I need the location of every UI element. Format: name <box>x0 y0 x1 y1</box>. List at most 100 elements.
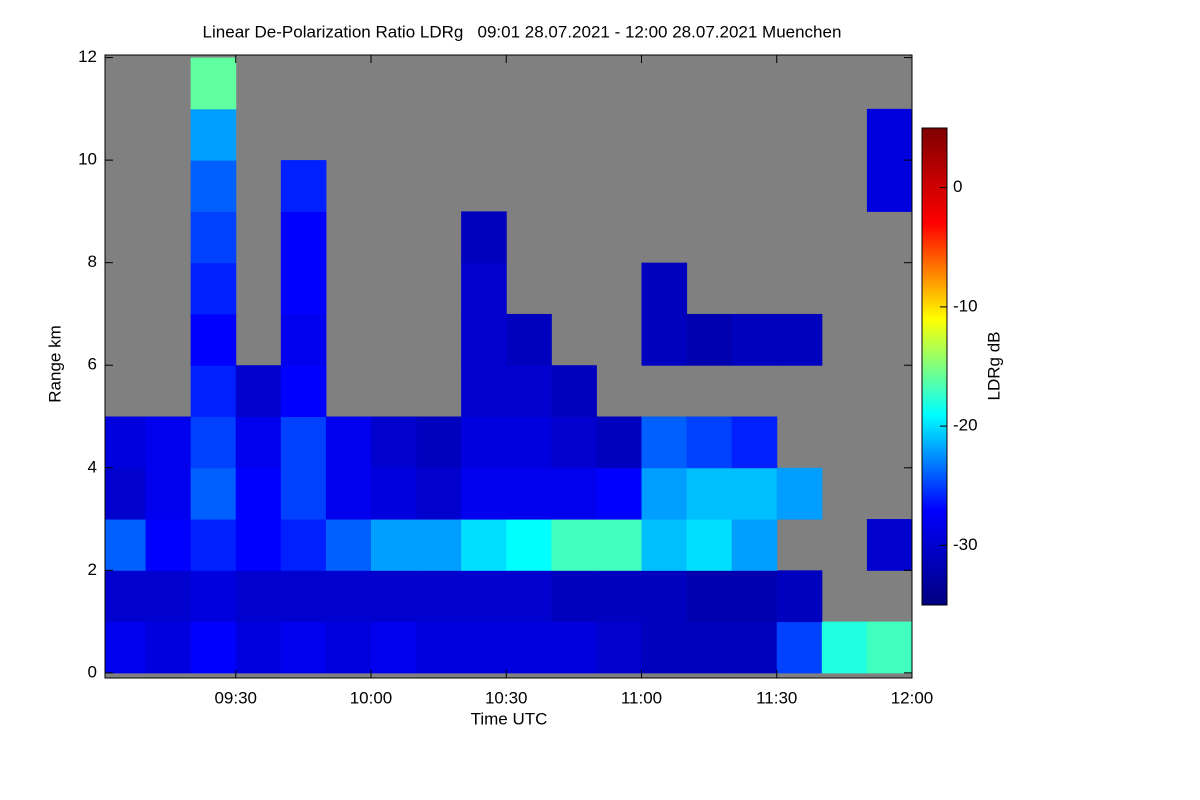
y-tick-label: 6 <box>88 355 97 374</box>
heat-cell <box>325 519 372 571</box>
heat-cell <box>105 570 147 623</box>
heat-cell <box>596 467 642 520</box>
heat-cell <box>416 416 462 469</box>
heat-cell <box>416 570 462 623</box>
heat-cell <box>325 416 372 469</box>
heat-cell <box>235 519 282 571</box>
heat-cell <box>686 313 733 366</box>
plot-frame <box>104 54 913 679</box>
heat-cell <box>325 467 372 520</box>
heat-cell <box>686 416 733 469</box>
y-tick-label: 2 <box>88 560 97 579</box>
y-tick-label: 4 <box>88 457 97 476</box>
heat-cell <box>776 467 823 520</box>
x-tick-label: 12:00 <box>891 688 934 707</box>
heat-cell <box>641 621 688 674</box>
heat-cell <box>641 416 688 469</box>
heat-cell <box>416 467 462 520</box>
x-tick-label: 11:00 <box>621 688 662 707</box>
heat-cell <box>280 519 327 571</box>
heat-cell <box>190 467 237 520</box>
heat-cell <box>325 621 372 674</box>
heat-cell <box>235 570 282 623</box>
heat-cell <box>641 262 688 315</box>
y-tick-label: 8 <box>88 252 97 271</box>
heat-cell <box>190 365 237 417</box>
heat-cell <box>145 570 192 623</box>
heat-cell <box>551 621 597 674</box>
heat-cell <box>821 621 868 674</box>
heat-cell <box>506 365 552 417</box>
y-axis-label: Range km <box>45 325 64 402</box>
heat-cell <box>145 519 192 571</box>
heat-cell <box>190 108 237 161</box>
colorbar-tick-label: -30 <box>953 535 978 554</box>
heat-cell <box>686 570 733 623</box>
heat-cell <box>551 416 597 469</box>
x-tick-label: 09:30 <box>214 688 257 707</box>
heat-cell <box>461 365 507 417</box>
y-tick-label: 10 <box>78 150 97 169</box>
heat-cell <box>280 313 327 366</box>
heat-cell <box>551 570 597 623</box>
heat-cell <box>506 621 552 674</box>
heat-cell <box>461 313 507 366</box>
heat-cell <box>235 621 282 674</box>
heat-cell <box>105 519 147 571</box>
colorbar <box>921 127 948 606</box>
heat-cell <box>506 570 552 623</box>
heat-cell <box>235 365 282 417</box>
x-axis-label: Time UTC <box>471 709 548 728</box>
heat-cell <box>641 467 688 520</box>
colorbar-tick-label: -20 <box>953 416 978 435</box>
heat-cell <box>461 467 507 520</box>
heat-cell <box>686 621 733 674</box>
y-tick-label: 12 <box>78 47 97 66</box>
y-tick-label: 0 <box>88 662 97 681</box>
heat-cell <box>235 467 282 520</box>
heat-cell <box>641 570 688 623</box>
heat-cell <box>280 211 327 264</box>
heat-cell <box>190 519 237 571</box>
heat-cell <box>506 519 552 571</box>
heat-cell <box>416 621 462 674</box>
heat-cell <box>461 416 507 469</box>
heat-cell <box>776 621 823 674</box>
heat-cell <box>596 570 642 623</box>
heat-cell <box>190 211 237 264</box>
heat-cell <box>190 57 237 110</box>
heat-cell <box>325 570 372 623</box>
heat-cell <box>596 519 642 571</box>
heat-cell <box>280 262 327 315</box>
heat-cell <box>686 519 733 571</box>
heat-cell <box>105 467 147 520</box>
heat-cell <box>596 621 642 674</box>
heat-cell <box>235 416 282 469</box>
heat-cell <box>190 262 237 315</box>
chart-title: Linear De-Polarization Ratio LDRg 09:01 … <box>203 22 842 41</box>
heat-cell <box>866 621 913 674</box>
heat-cell <box>866 160 913 212</box>
colorbar-label: LDRg dB <box>984 332 1003 401</box>
heat-cell <box>416 519 462 571</box>
heat-cell <box>641 519 688 571</box>
heat-cell <box>280 160 327 212</box>
heat-cell <box>145 416 192 469</box>
heat-cell <box>280 621 327 674</box>
heat-cell <box>461 262 507 315</box>
heat-cell <box>370 519 417 571</box>
heat-cell <box>105 416 147 469</box>
heat-cell <box>461 211 507 264</box>
heat-cell <box>105 621 147 674</box>
heat-cell <box>461 519 507 571</box>
heat-cell <box>731 519 778 571</box>
heat-cell <box>731 416 778 469</box>
heat-cell <box>866 519 913 571</box>
heat-cell <box>731 570 778 623</box>
heat-cell <box>731 621 778 674</box>
heat-cell <box>370 570 417 623</box>
heat-cell <box>370 467 417 520</box>
heat-cell <box>190 621 237 674</box>
x-tick-label: 10:00 <box>350 688 393 707</box>
